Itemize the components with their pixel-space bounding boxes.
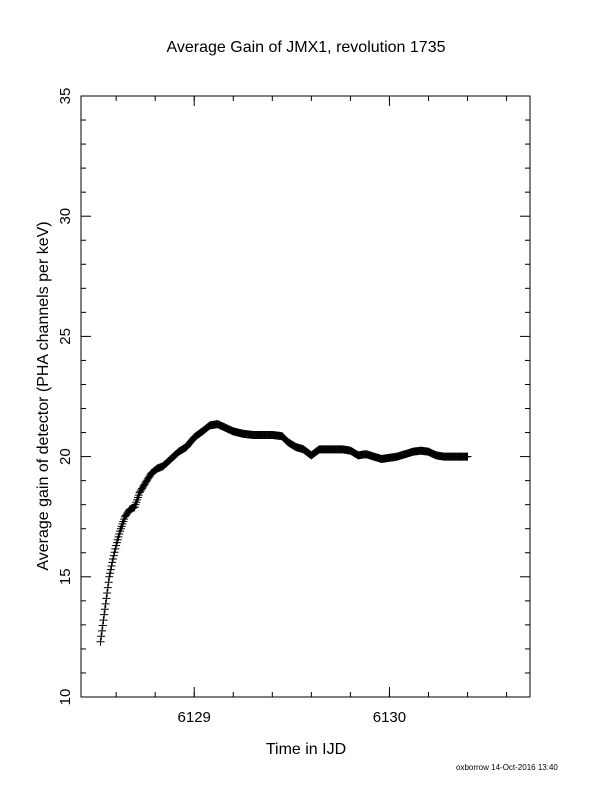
chart-title: Average Gain of JMX1, revolution 1735: [167, 39, 446, 56]
footer-stamp: oxborrow 14-Oct-2016 13:40: [456, 763, 558, 772]
data-point: [106, 569, 115, 578]
data-point: [110, 548, 119, 557]
data-point: [463, 452, 472, 461]
data-points: [96, 420, 472, 646]
y-tick-label: 25: [57, 328, 74, 345]
data-point: [102, 594, 111, 603]
data-point: [108, 558, 117, 567]
data-point: [105, 572, 114, 581]
data-point: [109, 551, 118, 560]
data-point: [97, 632, 106, 641]
data-point: [96, 637, 105, 646]
data-point: [101, 599, 110, 608]
y-tick-label: 20: [57, 448, 74, 465]
x-axis-label: Time in IJD: [266, 741, 346, 758]
data-point: [103, 589, 112, 598]
data-point: [100, 605, 109, 614]
y-tick-label: 15: [57, 568, 74, 585]
y-axis-label: Average gain of detector (PHA channels p…: [35, 221, 52, 570]
data-point: [107, 561, 116, 570]
data-point: [106, 565, 115, 574]
data-point: [103, 583, 112, 592]
data-point: [111, 544, 120, 553]
data-point: [100, 610, 109, 619]
data-point: [104, 578, 113, 587]
plot-frame: [80, 95, 531, 698]
y-tick-label: 30: [57, 208, 74, 225]
x-tick-label: 6129: [178, 709, 211, 726]
y-tick-label: 10: [57, 689, 74, 706]
x-tick-label: 6130: [373, 709, 406, 726]
data-point: [99, 616, 108, 625]
axis-tick-labels: 6129 6130 10 15 20 25 30 35: [57, 88, 406, 726]
data-point: [97, 626, 106, 635]
axis-ticks: [81, 95, 530, 698]
data-point: [98, 621, 107, 630]
data-point: [109, 555, 118, 564]
y-tick-label: 35: [57, 88, 74, 105]
